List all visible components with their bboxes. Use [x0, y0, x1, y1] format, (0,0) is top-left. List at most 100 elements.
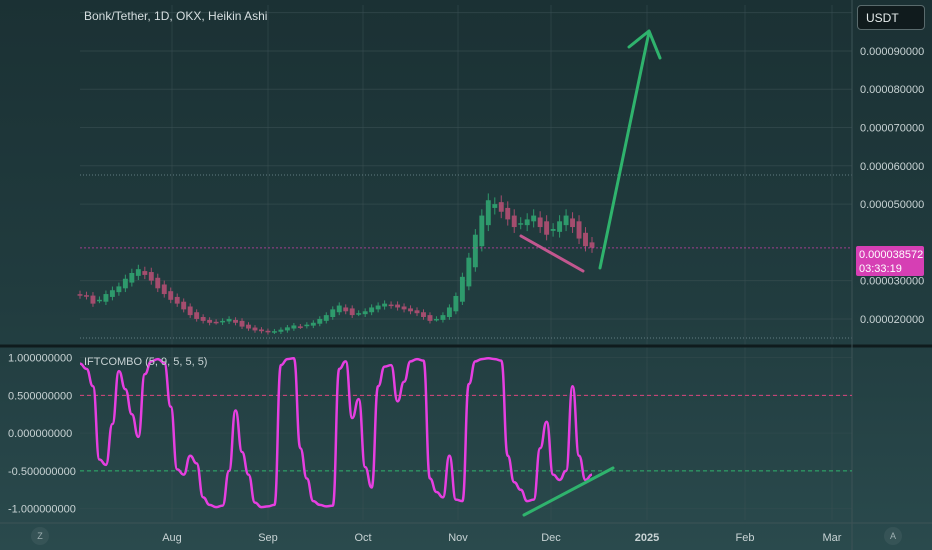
divergence-line — [522, 466, 615, 517]
oscillator-group — [79, 357, 852, 509]
candle-body — [207, 319, 213, 323]
candle-body — [291, 325, 297, 329]
candle-body — [459, 276, 465, 302]
candle-body — [233, 319, 239, 323]
time-tick-label: 2025 — [635, 532, 659, 544]
time-tick-label: Oct — [354, 532, 371, 544]
candle-body — [537, 217, 543, 228]
candle-body — [265, 330, 271, 333]
auto-scale-button[interactable]: A — [884, 527, 902, 545]
osc-tick-label: 0.500000000 — [8, 390, 72, 402]
candle-body — [187, 306, 193, 316]
candle-body — [414, 310, 420, 314]
price-pane[interactable]: Bonk/Tether, 1D, OKX, Heikin Ashi — [77, 9, 852, 335]
candle-body — [401, 306, 407, 310]
candle-body — [382, 303, 388, 307]
candle-body — [161, 284, 167, 295]
candle-body — [226, 318, 232, 322]
candle-body — [375, 305, 381, 310]
candle-body — [259, 329, 264, 332]
candle-body — [317, 318, 323, 324]
candle-body — [155, 277, 161, 289]
oscillator-pane[interactable]: IFTCOMBO (5, 9, 5, 5, 5) — [79, 356, 852, 509]
candle-body — [498, 202, 504, 212]
osc-tick-label: 0.000000000 — [8, 428, 72, 440]
candle-body — [369, 307, 375, 313]
chart-title: Bonk/Tether, 1D, OKX, Heikin Ashi — [84, 9, 267, 23]
candle-body — [563, 215, 569, 226]
candle-body — [77, 294, 83, 296]
candle-body — [492, 204, 498, 208]
candle-body — [388, 304, 394, 307]
candle-body — [310, 322, 316, 326]
candle-body — [427, 315, 433, 321]
candle-body — [116, 286, 122, 293]
candle-body — [518, 223, 524, 225]
price-tick-label: 0.000080000 — [860, 84, 924, 96]
candle-body — [323, 315, 329, 321]
candle-body — [421, 312, 426, 318]
candle-body — [103, 294, 109, 302]
candle-body — [304, 324, 310, 327]
time-axis[interactable]: Aug Sep Oct Nov Dec 2025 Feb Mar — [162, 532, 842, 544]
candle-body — [544, 221, 550, 235]
price-axis[interactable]: 0.0001000000.0000900000.0000800000.00007… — [860, 8, 924, 326]
candle-body — [589, 242, 595, 248]
candle-body — [174, 296, 180, 304]
candle-body — [343, 307, 349, 312]
candle-body — [96, 299, 102, 302]
time-tick-label: Feb — [736, 532, 755, 544]
oscillator-title: IFTCOMBO (5, 9, 5, 5, 5) — [84, 356, 207, 368]
candle-body — [479, 215, 485, 247]
candle-body — [194, 312, 200, 319]
candle-body — [511, 215, 517, 228]
candle-body — [239, 320, 245, 327]
wedge-line-upper — [519, 234, 585, 273]
currency-button[interactable]: USDT — [857, 5, 925, 30]
candle-body — [550, 228, 556, 231]
oscillator-line — [79, 357, 593, 509]
candle-body — [284, 327, 290, 331]
candle-body — [446, 307, 452, 318]
candle-body — [362, 311, 368, 315]
timezone-button[interactable]: Z — [31, 527, 49, 545]
last-price-badge: 0.000038572 03:33:19 — [856, 246, 924, 276]
candle-body — [168, 291, 174, 300]
candle-body — [336, 305, 342, 313]
candle-body — [297, 326, 303, 328]
candle-body — [408, 308, 413, 312]
candle-body — [330, 309, 336, 318]
candle-body — [485, 200, 491, 226]
price-tick-label: 0.000070000 — [860, 123, 924, 135]
candle-body — [135, 269, 141, 276]
projection-arrowhead — [627, 29, 662, 60]
candle-body — [220, 320, 226, 323]
candles-group — [77, 193, 595, 335]
candle-body — [200, 317, 206, 321]
time-tick-label: Sep — [258, 532, 278, 544]
candle-body — [356, 313, 362, 315]
candle-body — [181, 301, 187, 310]
osc-tick-label: 1.000000000 — [8, 353, 72, 365]
candle-body — [583, 232, 588, 247]
candle-body — [453, 295, 459, 312]
candle-body — [213, 321, 219, 324]
price-tick-label: 0.000050000 — [860, 199, 924, 211]
candle-body — [557, 221, 563, 232]
osc-tick-label: -1.000000000 — [8, 504, 76, 516]
time-tick-label: Aug — [162, 532, 182, 544]
price-tick-label: 0.000030000 — [860, 276, 924, 288]
candle-body — [246, 324, 251, 329]
candle-body — [129, 273, 135, 283]
price-tick-label: 0.000020000 — [860, 314, 924, 326]
candle-body — [90, 295, 96, 304]
price-tick-label: 0.000090000 — [860, 46, 924, 58]
candle-body — [84, 295, 89, 297]
candle-body — [122, 278, 128, 289]
osc-tick-label: -0.500000000 — [8, 466, 76, 478]
candle-body — [252, 327, 258, 331]
candle-body — [142, 271, 148, 275]
last-price-value: 0.000038572 — [859, 249, 923, 261]
oscillator-axis[interactable]: 1.000000000 0.500000000 0.000000000 -0.5000… — [8, 353, 76, 516]
